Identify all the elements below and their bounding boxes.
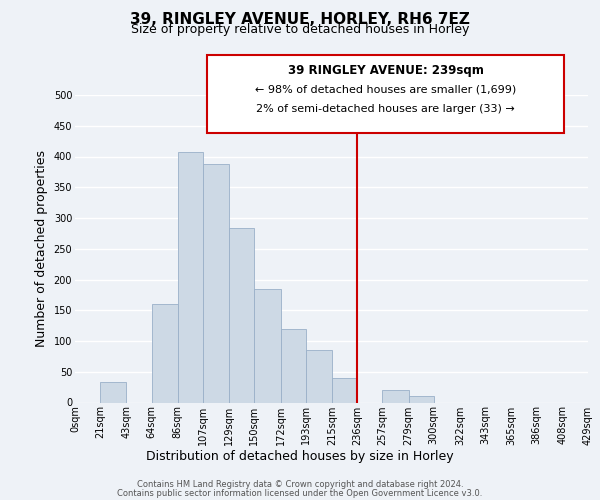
Bar	[152, 304, 178, 402]
Bar	[178, 152, 203, 403]
Text: 39, RINGLEY AVENUE, HORLEY, RH6 7EZ: 39, RINGLEY AVENUE, HORLEY, RH6 7EZ	[130, 12, 470, 28]
Bar	[332, 378, 357, 402]
Text: Contains public sector information licensed under the Open Government Licence v3: Contains public sector information licen…	[118, 489, 482, 498]
Text: ← 98% of detached houses are smaller (1,699): ← 98% of detached houses are smaller (1,…	[255, 85, 516, 95]
Text: 2% of semi-detached houses are larger (33) →: 2% of semi-detached houses are larger (3…	[256, 104, 515, 114]
Text: Contains HM Land Registry data © Crown copyright and database right 2024.: Contains HM Land Registry data © Crown c…	[137, 480, 463, 489]
Bar	[229, 228, 254, 402]
Bar	[254, 290, 281, 403]
Text: 39 RINGLEY AVENUE: 239sqm: 39 RINGLEY AVENUE: 239sqm	[287, 64, 484, 77]
Bar	[203, 164, 229, 402]
Text: Distribution of detached houses by size in Horley: Distribution of detached houses by size …	[146, 450, 454, 463]
Bar	[382, 390, 409, 402]
Bar	[281, 330, 306, 402]
Bar	[306, 350, 332, 403]
Text: Size of property relative to detached houses in Horley: Size of property relative to detached ho…	[131, 22, 469, 36]
Bar	[100, 382, 127, 402]
Y-axis label: Number of detached properties: Number of detached properties	[35, 150, 48, 347]
Bar	[409, 396, 434, 402]
